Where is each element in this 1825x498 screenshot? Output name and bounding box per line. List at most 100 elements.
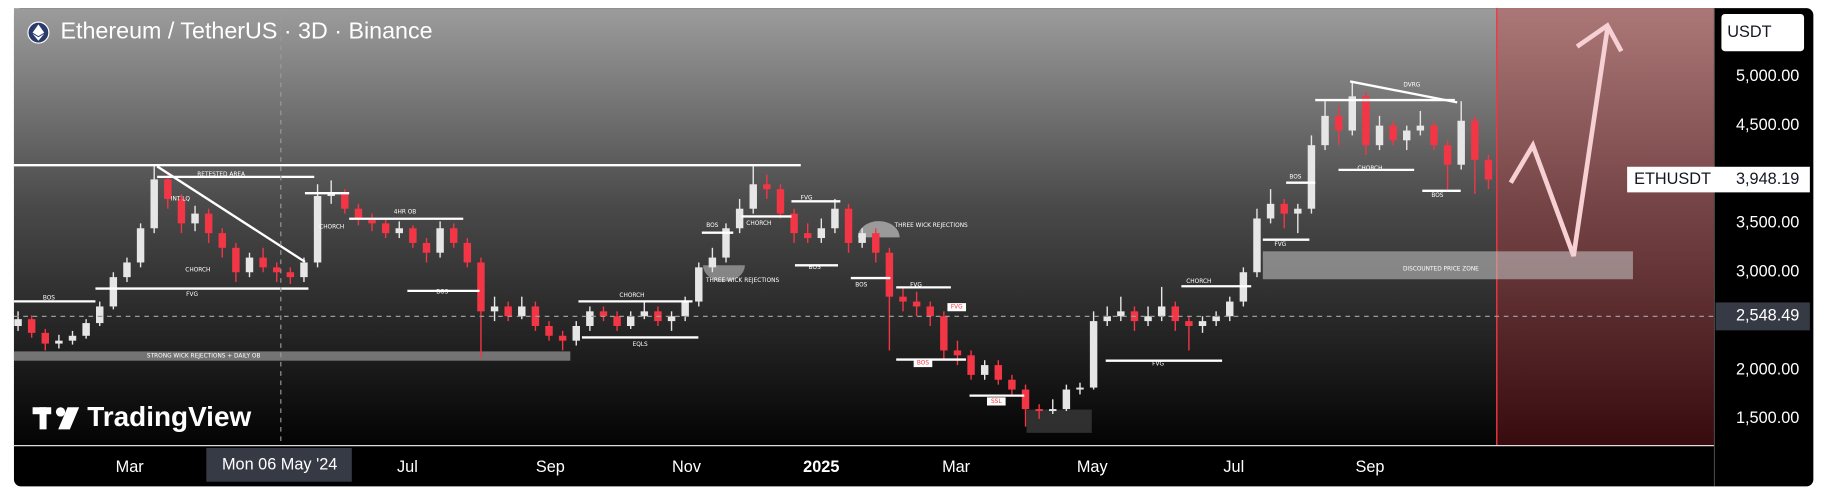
candle-body [831, 208, 839, 229]
candle-body [940, 316, 948, 351]
candle-body [504, 306, 512, 317]
candle-body [1062, 389, 1071, 410]
candle-body [1334, 115, 1343, 131]
candle-body [980, 365, 989, 375]
annotation-bg [986, 397, 1006, 406]
candle-body [109, 277, 118, 307]
x-tick-label: Nov [672, 458, 702, 476]
candle-body [885, 252, 894, 297]
projection-arrow [1508, 28, 1610, 257]
candle-body [123, 262, 131, 278]
annotation: FVG [951, 305, 963, 311]
annotations: RETESTED AREA INT LQ CHORCH FVG BOS CHORCH 4HR… [43, 82, 1479, 406]
candle-body [1103, 316, 1111, 322]
candle-body [313, 196, 322, 263]
candle-body [1008, 379, 1016, 390]
annotation: CHORCH [619, 293, 644, 299]
annotation: CHORCH [185, 267, 210, 273]
candle-body [449, 228, 458, 243]
candle-body [626, 316, 635, 327]
x-tick-label: Sep [536, 458, 565, 476]
annotation: 4HR OB [394, 209, 416, 215]
candle-body [96, 306, 104, 324]
x-tick-label: May [1077, 458, 1109, 476]
annotation: THREE WICK REJECTIONS [894, 223, 969, 229]
candle-body [68, 335, 77, 341]
candle-body [1457, 120, 1465, 165]
candle-body [1266, 203, 1275, 219]
candle-body [667, 316, 676, 322]
candle-body [409, 228, 417, 243]
candle-body [1185, 321, 1193, 327]
candle-body [354, 208, 363, 219]
candle-body [381, 223, 390, 234]
candle-body [803, 233, 812, 239]
candle-body [1076, 387, 1084, 390]
candle-body [1021, 389, 1030, 410]
candle-body [1226, 301, 1234, 317]
candle-body [395, 228, 403, 234]
annotation: FVG [910, 283, 922, 289]
candle-body [1443, 145, 1452, 165]
annotation: STRONG WICK REJECTIONS + DAILY OB [147, 354, 261, 360]
low-box [1026, 409, 1092, 433]
symbol-label: ETHUSDT [1634, 170, 1711, 188]
candle-body [1171, 306, 1180, 322]
annotation: FVG [1152, 362, 1164, 368]
y-tick-label: 3,500.00 [1736, 214, 1799, 232]
annotation: RETESTED AREA [197, 172, 245, 178]
annotation: BOS [706, 223, 718, 229]
candle-body [1212, 316, 1220, 322]
candle-body [477, 262, 485, 312]
x-tick-label: 2025 [803, 458, 839, 476]
candle-body [899, 296, 907, 302]
candle-body [1403, 130, 1411, 141]
candle-body [558, 335, 567, 341]
candle-body [722, 228, 730, 258]
candle-body [82, 323, 90, 336]
candle-body [55, 340, 63, 344]
candle-body [1484, 159, 1493, 180]
candle-body [1157, 306, 1166, 317]
overlay: 1,500.00 2,000.00 3,000.00 3,500.00 4,500.00… [13, 8, 1810, 482]
candle-body [368, 218, 376, 224]
candle-body [1198, 321, 1207, 327]
candle-body [763, 184, 771, 190]
annotation: BOS [1431, 193, 1443, 199]
candle-body [545, 326, 553, 336]
candle-body [245, 257, 254, 273]
x-tick-label: Jul [1223, 458, 1244, 476]
last-price: 3,948.19 [1736, 170, 1799, 188]
annotation: THREE WICK REJECTIONS [705, 278, 780, 284]
candle-body [776, 189, 785, 214]
annotation: FVG [1274, 242, 1286, 248]
candle-body [858, 233, 866, 243]
crosshair-date: Mon 06 May '24 [222, 456, 337, 474]
x-tick-label: Jul [397, 458, 418, 476]
annotation: DISCOUNTED PRICE ZONE [1403, 266, 1479, 272]
candle-body [708, 257, 717, 268]
candle-body [1430, 125, 1438, 146]
annotation-bg [913, 358, 933, 368]
candle-body [1035, 409, 1043, 412]
annotation: FVG [801, 195, 813, 201]
candle-body [613, 316, 621, 327]
annotation-bg [947, 303, 967, 312]
x-tick-label: Mar [116, 458, 145, 476]
candle-body [490, 306, 499, 312]
candle-body [599, 311, 608, 317]
candle-body [1348, 96, 1357, 131]
candle-body [1321, 115, 1329, 146]
annotation: CHORCH [1357, 166, 1382, 172]
candle-body [259, 257, 267, 268]
candle-body [177, 198, 186, 224]
annotation: BOS [1289, 174, 1301, 180]
watermark-logo [32, 407, 80, 430]
rejection-shape [702, 265, 745, 282]
candle-body [1375, 125, 1384, 146]
annotation: INT LQ [171, 196, 191, 202]
candle-body [695, 267, 703, 302]
candle-body [1144, 316, 1152, 322]
candle-body [273, 267, 281, 273]
